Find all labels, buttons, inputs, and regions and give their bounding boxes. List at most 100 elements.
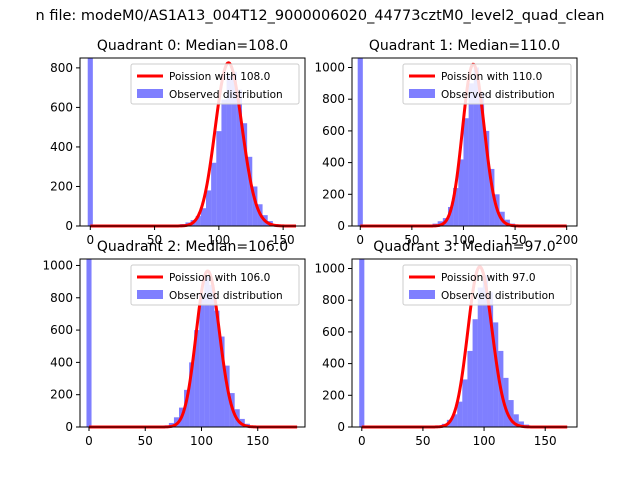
x-tick-label: 150: [272, 233, 295, 247]
histogram-bar: [86, 259, 92, 427]
histogram-bar: [206, 190, 212, 226]
y-tick-label: 800: [50, 291, 73, 305]
histogram-bar: [194, 330, 200, 427]
y-tick-label: 0: [65, 219, 73, 233]
histogram-bar: [518, 421, 524, 427]
y-tick-label: 1000: [42, 258, 73, 272]
x-tick-label: 150: [504, 233, 527, 247]
x-tick-label: 50: [415, 434, 430, 448]
histogram-bar: [468, 83, 474, 226]
y-tick-label: 200: [322, 187, 345, 201]
plot-title: Quadrant 0: Median=108.0: [97, 38, 288, 54]
plot-title: Quadrant 3: Median=97.0: [373, 239, 555, 255]
histogram-bar: [195, 216, 201, 226]
histogram-bar: [219, 336, 225, 427]
histogram-bars: [87, 58, 284, 227]
y-tick-label: 400: [322, 357, 345, 371]
histogram-bar: [189, 362, 195, 427]
legend: Poission with 110.0 Observed distribution: [402, 63, 572, 105]
histogram-bar: [199, 294, 205, 427]
x-tick-label: 150: [534, 434, 557, 448]
histogram-bar: [242, 123, 248, 226]
legend-box: [402, 264, 572, 306]
legend-bar-swatch: [137, 290, 163, 299]
histogram-bar: [247, 156, 253, 226]
y-tick-label: 200: [322, 388, 345, 402]
plot-title: Quadrant 2: Median=106.0: [97, 239, 288, 255]
histogram-bar: [452, 414, 458, 427]
legend: Poission with 97.0 Observed distribution: [402, 264, 572, 306]
x-tick-label: 0: [85, 434, 93, 448]
axes-frame: [79, 57, 306, 227]
legend-bar-swatch: [409, 290, 435, 299]
histogram-bar: [87, 58, 93, 226]
figure-suptitle: n file: modeM0/AS1A13_004T12_9000006020_…: [36, 8, 605, 24]
y-tick-label: 200: [50, 388, 73, 402]
quadrant-1-plot: 0 50 100 150 200 0 200 400 600 800 1000 Quadrant 1:…: [314, 38, 578, 247]
histogram-bar: [493, 322, 499, 427]
legend-label-poisson: Poission with 108.0: [169, 71, 270, 83]
histogram-bar: [453, 187, 459, 226]
histogram-bar: [231, 71, 237, 226]
histogram-bar: [216, 131, 222, 226]
legend-label-observed: Observed distribution: [441, 290, 555, 302]
histogram-bar: [184, 389, 190, 427]
histogram-bar: [462, 379, 468, 427]
y-tick-label: 400: [50, 140, 73, 154]
y-tick-label: 800: [322, 293, 345, 307]
x-tick-label: 0: [358, 434, 366, 448]
x-tick-label: 100: [473, 434, 496, 448]
histogram-bar: [482, 274, 488, 427]
quadrant-0-plot: 0 50 100 150 0 200 400 600 800 Quadrant 0: Median…: [50, 38, 306, 247]
y-tick-label: 400: [322, 156, 345, 170]
y-tick-label: 1000: [314, 262, 345, 276]
y-tick-label: 600: [322, 325, 345, 339]
legend-label-observed: Observed distribution: [169, 290, 283, 302]
axes-frame: [351, 258, 578, 428]
axes-frame: [79, 258, 306, 428]
histogram-bar: [226, 75, 232, 226]
x-tick-label: 200: [555, 233, 578, 247]
x-tick-label: 150: [246, 434, 269, 448]
y-tick-label: 600: [322, 124, 345, 138]
histogram-bar: [209, 284, 215, 427]
histogram-bar: [472, 319, 478, 427]
histogram-bar: [503, 377, 509, 427]
legend-label-observed: Observed distribution: [169, 89, 283, 101]
histogram-bar: [489, 168, 495, 226]
histogram-bar: [473, 67, 479, 226]
y-tick-label: 600: [50, 323, 73, 337]
legend-label-poisson: Poission with 97.0: [441, 272, 536, 284]
y-tick-label: 200: [50, 179, 73, 193]
legend: Poission with 106.0 Observed distribution: [130, 264, 300, 306]
quadrant-2-plot: 0 50 100 150 0 200 400 600 800 1000 Quadrant 2: Me…: [42, 239, 306, 448]
histogram-bar: [477, 287, 483, 427]
y-tick-label: 1000: [314, 61, 345, 75]
legend-label-poisson: Poission with 106.0: [169, 272, 270, 284]
histogram-bar: [463, 118, 469, 226]
axes-frame: [351, 57, 578, 227]
legend-box: [130, 264, 300, 306]
legend-box: [130, 63, 300, 105]
y-tick-label: 800: [50, 61, 73, 75]
histogram-bar: [359, 259, 365, 427]
histogram-bar: [478, 92, 485, 227]
histogram-bar: [447, 206, 454, 226]
y-tick-label: 800: [322, 92, 345, 106]
histogram-bar: [204, 276, 210, 427]
legend-box: [402, 63, 572, 105]
histogram-bar: [200, 208, 206, 226]
y-tick-label: 0: [337, 219, 345, 233]
histogram-bar: [214, 310, 220, 427]
x-tick-label: 0: [86, 233, 94, 247]
y-tick-label: 400: [50, 355, 73, 369]
histogram-bar: [224, 365, 230, 427]
histogram-bar: [357, 58, 363, 226]
histogram-bar: [513, 414, 519, 427]
legend-label-poisson: Poission with 110.0: [441, 71, 542, 83]
histogram-bar: [221, 99, 227, 226]
x-tick-label: 50: [138, 434, 153, 448]
x-tick-label: 50: [147, 233, 162, 247]
histogram-bar: [457, 401, 463, 427]
